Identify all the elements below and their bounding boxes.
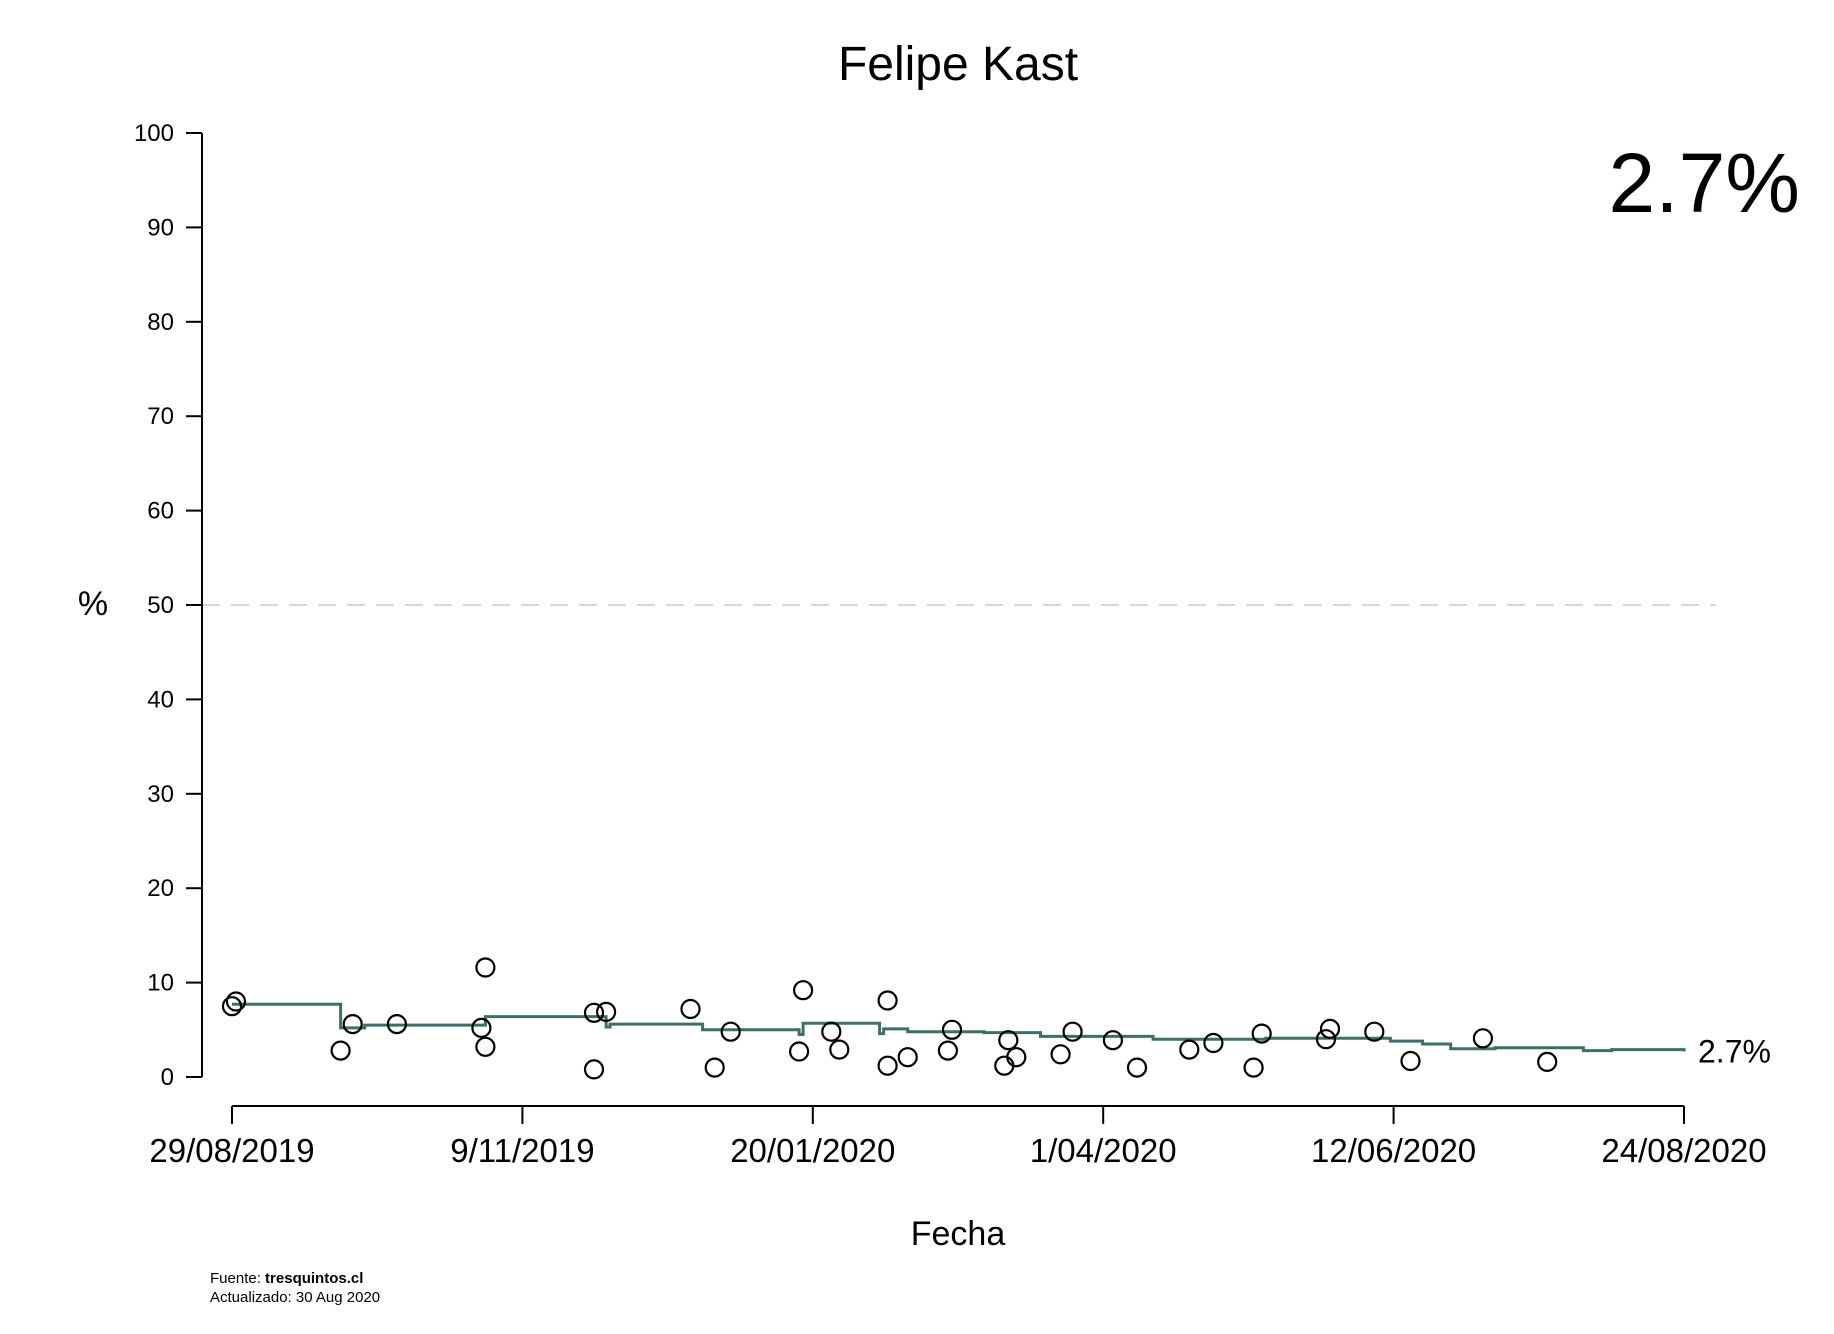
x-tick-label: 29/08/2019 [149,1132,314,1169]
poll-point [583,1002,605,1023]
poll-point [330,1040,351,1061]
poll-point [1203,1032,1224,1054]
poll-point [1243,1057,1264,1078]
x-tick-label: 20/01/2020 [730,1132,895,1169]
poll-point [1537,1051,1558,1073]
source-site: tresquintos.cl [265,1270,363,1287]
updated-note: Actualizado: 30 Aug 2020 [210,1289,380,1306]
y-tick-label: 90 [147,214,174,241]
poll-point [998,1030,1019,1051]
y-tick-label: 20 [147,875,174,902]
x-tick-label: 9/11/2019 [450,1132,594,1169]
poll-point [1364,1021,1385,1042]
poll-point [1062,1021,1083,1042]
poll-point [829,1039,850,1060]
poll-point [704,1057,725,1078]
poll-point [897,1047,918,1068]
source-note: Fuente: tresquintos.cl [210,1270,363,1287]
poll-point [1126,1057,1148,1078]
poll-point [1400,1050,1421,1072]
y-tick-label: 100 [134,120,174,147]
x-ticks: 29/08/2019 9/11/2019 20/01/2020 1/04/2020 12… [149,1106,1767,1169]
poll-point [821,1021,842,1042]
y-tick-label: 40 [147,686,174,713]
x-tick-label: 1/04/2020 [1030,1132,1177,1169]
poll-point [941,1019,963,1040]
y-tick-label: 50 [147,592,174,619]
y-tick-label: 70 [147,403,174,430]
poll-point [792,980,814,1001]
poll-point [1472,1028,1494,1049]
end-value-label: 2.7% [1698,1034,1771,1070]
x-tick-label: 24/08/2020 [1601,1132,1766,1169]
poll-point [1251,1023,1272,1044]
x-tick-label: 12/06/2020 [1311,1132,1476,1169]
poll-point [475,957,496,978]
poll-point [471,1017,492,1039]
y-axis-label: % [78,585,108,623]
source-label: Fuente: [210,1270,265,1287]
poll-point [225,991,247,1012]
chart-title: Felipe Kast [838,38,1078,91]
estimate-step-line [232,1002,1686,1053]
y-tick-label: 0 [161,1064,174,1091]
poll-point [877,1055,898,1076]
poll-point [1319,1018,1341,1040]
y-tick-label: 60 [147,498,174,525]
poll-point [720,1021,741,1042]
poll-point [937,1040,959,1061]
poll-point [788,1041,810,1062]
watermark-value: 2.7% [1609,136,1800,230]
poll-point [583,1059,605,1080]
poll-point [1315,1029,1337,1050]
poll-point [595,1001,617,1023]
poll-point [1179,1039,1200,1060]
y-tick-label: 80 [147,309,174,336]
y-tick-label: 30 [147,781,174,808]
poll-point [475,1036,496,1057]
y-tick-label: 10 [147,970,174,997]
poll-point [994,1055,1015,1076]
poll-point [386,1013,407,1035]
poll-points [221,957,1558,1080]
poll-point [1102,1030,1124,1051]
poll-point [877,990,898,1011]
poll-point [680,998,701,1020]
poll-point [221,996,243,1017]
poll-point [342,1013,363,1035]
poll-point [1050,1044,1071,1065]
x-axis-label: Fecha [911,1215,1006,1253]
y-ticks: 0 10 20 30 40 50 60 70 80 90 100 [134,120,202,1091]
poll-point [1006,1047,1027,1068]
